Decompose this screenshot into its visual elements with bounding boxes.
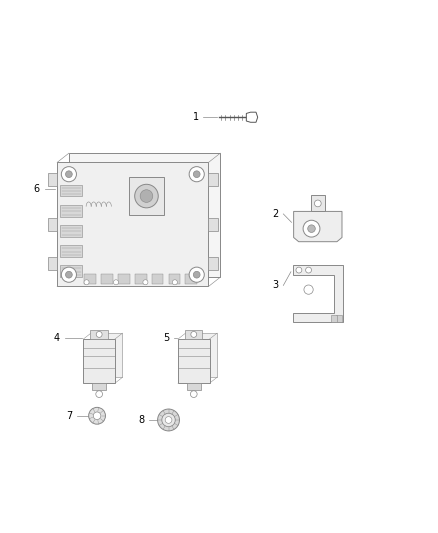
Bar	[152, 274, 163, 285]
Bar	[60, 185, 82, 197]
Circle shape	[306, 267, 311, 273]
Bar	[83, 339, 115, 383]
Polygon shape	[293, 265, 343, 322]
Bar	[185, 330, 202, 339]
Bar	[178, 339, 209, 383]
Circle shape	[96, 332, 102, 337]
Bar	[186, 333, 217, 377]
Bar	[48, 218, 57, 231]
Circle shape	[304, 285, 313, 294]
Bar	[187, 383, 201, 390]
Bar	[92, 383, 106, 390]
Bar	[60, 245, 82, 257]
Bar	[208, 218, 218, 231]
Text: 8: 8	[138, 415, 144, 425]
Bar	[91, 330, 108, 339]
Text: 3: 3	[273, 280, 279, 290]
Circle shape	[189, 267, 204, 282]
Bar	[69, 153, 220, 277]
Text: 2: 2	[272, 209, 279, 219]
Bar	[48, 257, 57, 270]
Circle shape	[193, 171, 200, 177]
Bar	[60, 205, 82, 217]
Text: 5: 5	[163, 333, 170, 343]
Circle shape	[162, 413, 175, 427]
Bar	[336, 314, 342, 322]
Circle shape	[143, 280, 148, 285]
Circle shape	[308, 225, 315, 232]
Bar	[208, 257, 218, 270]
Bar	[60, 265, 82, 277]
Circle shape	[189, 167, 204, 182]
Circle shape	[191, 391, 197, 398]
Circle shape	[296, 267, 302, 273]
Polygon shape	[246, 112, 258, 122]
Circle shape	[88, 407, 106, 424]
Circle shape	[172, 280, 177, 285]
Bar	[60, 225, 82, 237]
Bar	[57, 163, 208, 286]
Circle shape	[135, 184, 158, 208]
Polygon shape	[293, 212, 342, 241]
Bar	[311, 196, 325, 212]
Bar	[331, 314, 337, 322]
Circle shape	[66, 271, 72, 278]
Bar	[118, 274, 130, 285]
Bar	[129, 177, 164, 215]
Text: 6: 6	[33, 184, 39, 193]
Bar	[85, 274, 96, 285]
Text: 1: 1	[193, 112, 199, 122]
Circle shape	[165, 417, 172, 423]
Circle shape	[193, 271, 200, 278]
Bar	[169, 274, 180, 285]
Circle shape	[191, 332, 197, 337]
Circle shape	[61, 167, 77, 182]
Text: 4: 4	[54, 333, 60, 343]
Circle shape	[84, 280, 89, 285]
Text: 7: 7	[67, 411, 73, 421]
Bar	[91, 333, 123, 377]
Circle shape	[113, 280, 119, 285]
Bar	[185, 274, 197, 285]
Bar	[48, 173, 57, 185]
Circle shape	[66, 171, 72, 177]
Bar	[135, 274, 147, 285]
Bar	[101, 274, 113, 285]
Bar	[208, 173, 218, 185]
Circle shape	[140, 190, 153, 203]
Circle shape	[303, 220, 320, 237]
Circle shape	[96, 391, 102, 398]
Circle shape	[93, 412, 101, 419]
Circle shape	[61, 267, 77, 282]
Circle shape	[314, 200, 321, 207]
Circle shape	[158, 409, 180, 431]
